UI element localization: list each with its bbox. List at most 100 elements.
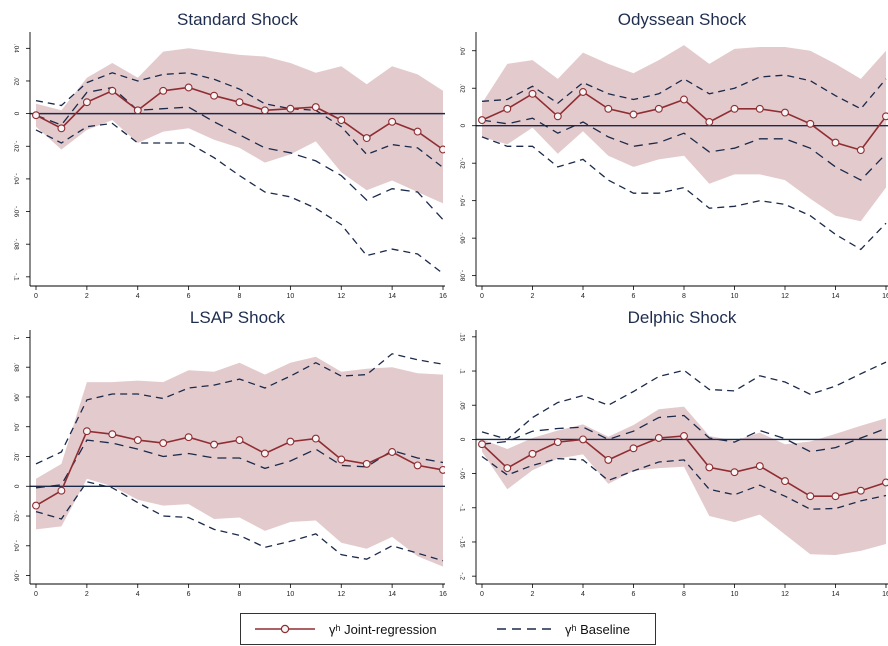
joint-marker [210, 91, 219, 100]
joint-marker [286, 104, 295, 113]
baseline-point-line [35, 439, 444, 489]
baseline-upper-line [481, 361, 887, 441]
joint-marker [478, 116, 486, 125]
baseline-point-line [481, 117, 887, 181]
x-tick-label: 0 [480, 591, 484, 598]
joint-marker [388, 117, 397, 126]
joint-marker [705, 463, 714, 472]
confidence-band [482, 406, 886, 555]
x-tick-label: 6 [187, 293, 191, 300]
joint-marker [604, 104, 613, 113]
panel-odyssean: Odyssean Shock .04 .02 0 -.02 -.04 -.06 -.08 0 2 4… [458, 10, 888, 300]
joint-marker [108, 430, 117, 439]
y-tick-label: .1 [458, 368, 465, 374]
y-tick-label: -.08 [458, 270, 465, 282]
joint-marker [629, 110, 638, 119]
joint-marker [82, 98, 91, 107]
joint-marker [32, 111, 40, 120]
joint-marker [781, 477, 789, 486]
joint-marker [478, 440, 486, 449]
joint-marker [260, 449, 269, 458]
y-tick-label: -.06 [12, 206, 19, 218]
joint-marker [311, 103, 320, 112]
joint-marker [439, 145, 445, 154]
confidence-band [36, 356, 443, 567]
legend-joint-label: γʰ Joint-regression [329, 621, 437, 637]
x-tick-label: 0 [34, 591, 38, 598]
y-tick-label: 0 [12, 484, 19, 488]
y-tick-label: .04 [12, 422, 19, 431]
joint-marker [882, 112, 888, 121]
joint-marker [235, 436, 244, 445]
joint-marker [210, 440, 219, 449]
legend: γʰ Joint-regression γʰ Baseline [240, 613, 656, 645]
joint-marker [882, 478, 888, 487]
x-tick-label: 10 [286, 591, 294, 598]
baseline-point-line [35, 86, 444, 221]
joint-marker [337, 116, 346, 125]
joint-marker [781, 108, 789, 117]
y-tick-label: .04 [12, 44, 19, 53]
joint-marker [184, 83, 193, 92]
y-tick-label: -.06 [458, 233, 465, 245]
legend-item-joint: γʰ Joint-regression [253, 614, 437, 644]
y-tick-label: -.1 [12, 273, 19, 281]
joint-marker [388, 448, 397, 456]
joint-marker [133, 106, 142, 115]
y-tick-label: -.02 [12, 141, 19, 153]
x-tick-label: 8 [682, 591, 686, 598]
y-tick-label: -.02 [12, 510, 19, 522]
legend-item-baseline: γʰ Baseline [495, 614, 630, 644]
x-tick-label: 6 [632, 591, 636, 598]
y-tick-label: -.04 [12, 173, 19, 185]
baseline-lower-line [35, 481, 444, 562]
x-tick-label: 8 [682, 293, 686, 300]
x-tick-label: 10 [286, 293, 294, 300]
y-tick-label: -.06 [12, 570, 19, 582]
joint-marker [755, 462, 764, 471]
x-tick-label: 14 [388, 591, 396, 598]
joint-marker [57, 486, 66, 495]
joint-marker [680, 95, 688, 104]
joint-marker [730, 104, 739, 113]
legend-baseline-swatch [497, 628, 557, 630]
x-tick-label: 2 [85, 591, 89, 598]
joint-marker [260, 106, 269, 115]
plot-area [30, 353, 445, 567]
baseline-lower-line [35, 122, 444, 275]
confidence-band [36, 48, 443, 204]
x-tick-label: 2 [85, 293, 89, 300]
x-tick-label: 16 [439, 293, 447, 300]
joint-marker [528, 449, 537, 458]
y-tick-label: .1 [12, 335, 19, 341]
x-tick-label: 12 [337, 293, 345, 300]
y-tick-label: -.08 [12, 239, 19, 251]
x-tick-label: 2 [531, 591, 535, 598]
x-tick-label: 14 [832, 293, 840, 300]
joint-marker [503, 104, 512, 113]
x-tick-label: 2 [531, 293, 535, 300]
joint-marker [439, 465, 445, 474]
panel-title: LSAP Shock [190, 308, 286, 327]
x-tick-label: 4 [581, 293, 585, 300]
joint-marker [362, 134, 371, 143]
y-tick-label: .02 [458, 84, 465, 93]
joint-marker [108, 86, 117, 95]
y-tick-label: .15 [458, 332, 465, 341]
y-tick-label: -.04 [458, 195, 465, 207]
plot-area [30, 48, 445, 275]
joint-marker [856, 146, 865, 155]
x-tick-label: 8 [238, 591, 242, 598]
plot-area [476, 45, 888, 251]
joint-marker [579, 435, 587, 444]
joint-marker [553, 438, 562, 447]
joint-marker [286, 437, 295, 446]
y-tick-label: -.02 [458, 158, 465, 170]
joint-marker [57, 124, 66, 133]
x-tick-label: 8 [238, 293, 242, 300]
x-tick-label: 12 [781, 293, 789, 300]
baseline-point-line [481, 414, 887, 453]
panel-title: Delphic Shock [628, 308, 737, 327]
joint-marker [831, 492, 840, 501]
y-tick-label: .04 [458, 46, 465, 55]
